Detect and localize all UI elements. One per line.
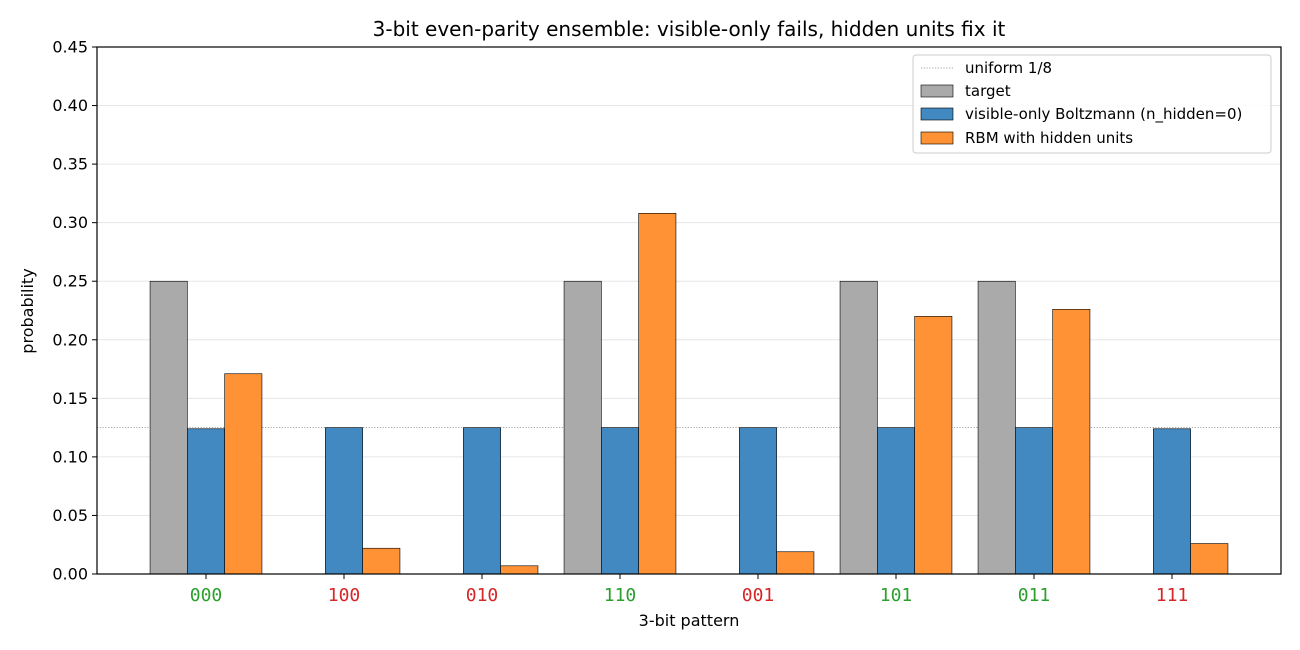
x-axis-label: 3-bit pattern xyxy=(639,611,740,630)
legend-label: visible-only Boltzmann (n_hidden=0) xyxy=(965,105,1242,124)
bar-target-110 xyxy=(563,280,602,575)
y-axis-label: probability xyxy=(18,268,37,353)
x-axis-ticks: 000 100 010 110 001 101 011 111 xyxy=(190,574,1189,606)
bar-rbm-100 xyxy=(362,547,401,575)
bar-target-011 xyxy=(977,280,1016,575)
x-tick-label: 010 xyxy=(466,585,499,606)
y-tick-label: 0.15 xyxy=(52,389,88,408)
bar-rbm-110 xyxy=(638,212,677,575)
legend-box xyxy=(912,54,1272,154)
plot-frame xyxy=(96,46,1282,575)
bar-visible-only-100 xyxy=(325,427,363,575)
legend-swatch xyxy=(920,131,954,145)
y-tick-label: 0.30 xyxy=(52,213,88,232)
bar-rbm-000 xyxy=(224,373,263,575)
legend: uniform 1/8 target visible-only Boltzmann … xyxy=(912,54,1272,154)
x-tick-label: 110 xyxy=(604,585,637,606)
x-tick-label: 011 xyxy=(1018,585,1051,606)
y-tick-label: 0.05 xyxy=(52,506,88,525)
bar-rbm-011 xyxy=(1052,309,1091,575)
bar-visible-only-000 xyxy=(187,428,225,575)
bar-rbm-101 xyxy=(914,316,953,575)
bar-rbm-001 xyxy=(776,551,815,575)
y-tick-label: 0.40 xyxy=(52,96,88,115)
bar-target-101 xyxy=(839,280,878,575)
y-tick-label: 0.35 xyxy=(52,155,88,174)
x-tick-label: 000 xyxy=(190,585,223,606)
legend-label: RBM with hidden units xyxy=(965,129,1133,147)
bar-rbm-010 xyxy=(500,565,539,575)
y-tick-label: 0.00 xyxy=(52,565,88,584)
x-tick-label: 001 xyxy=(742,585,775,606)
y-axis-ticks: 0.00 0.05 0.10 0.15 0.20 0.25 0.30 0.35 0.40 0.45 xyxy=(52,38,97,584)
y-tick-label: 0.45 xyxy=(52,38,88,57)
legend-label: target xyxy=(965,82,1011,100)
bar-target-000 xyxy=(149,280,188,575)
legend-swatch xyxy=(920,84,954,98)
legend-swatch xyxy=(920,107,954,121)
bar-visible-only-111 xyxy=(1153,428,1191,575)
x-tick-label: 111 xyxy=(1156,585,1189,606)
y-tick-label: 0.25 xyxy=(52,272,88,291)
bar-visible-only-010 xyxy=(463,427,501,575)
legend-label: uniform 1/8 xyxy=(965,59,1052,77)
bars xyxy=(149,212,1229,575)
bar-visible-only-101 xyxy=(877,427,915,575)
bar-visible-only-110 xyxy=(601,427,639,575)
y-tick-label: 0.20 xyxy=(52,330,88,349)
y-tick-label: 0.10 xyxy=(52,447,88,466)
x-tick-label: 101 xyxy=(880,585,913,606)
bar-rbm-111 xyxy=(1190,543,1229,575)
chart-title: 3-bit even-parity ensemble: visible-only… xyxy=(373,17,1006,41)
x-tick-label: 100 xyxy=(328,585,361,606)
bar-visible-only-001 xyxy=(739,427,777,575)
bar-visible-only-011 xyxy=(1015,427,1053,575)
